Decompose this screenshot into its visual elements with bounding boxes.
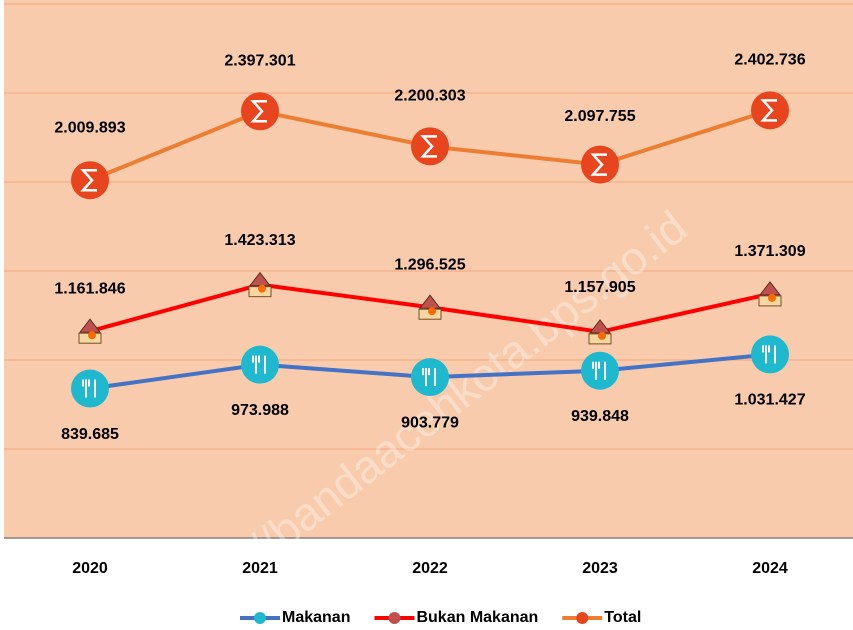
- data-label: 2.097.755: [564, 108, 635, 125]
- legend-label: Makanan: [282, 609, 350, 626]
- icon: [71, 161, 109, 200]
- icon: [598, 331, 606, 340]
- marker: [581, 351, 619, 390]
- marker: [78, 318, 102, 344]
- marker: [418, 294, 442, 320]
- data-label: 973.988: [231, 402, 289, 419]
- data-label: 1.423.313: [224, 232, 295, 249]
- icon: [71, 369, 109, 408]
- icon: [420, 135, 437, 158]
- icon: [250, 100, 267, 123]
- marker: [758, 281, 782, 307]
- data-label: 2.402.736: [734, 52, 805, 69]
- data-label: 1.371.309: [734, 243, 805, 260]
- icon: [422, 368, 436, 387]
- data-label: 839.685: [61, 426, 119, 443]
- data-label: 1.161.846: [54, 280, 125, 297]
- icon: [751, 335, 789, 374]
- x-tick-label: 2022: [412, 560, 448, 577]
- icon: [252, 355, 266, 374]
- data-label: 1.157.905: [564, 279, 635, 296]
- data-label: 1.296.525: [394, 256, 465, 273]
- icon: [590, 153, 607, 176]
- icon: [768, 293, 776, 302]
- marker: [248, 271, 272, 298]
- icon: [760, 99, 777, 122]
- marker: [751, 91, 789, 130]
- icon: [762, 345, 776, 364]
- data-label: 2.200.303: [394, 88, 465, 105]
- marker: [71, 161, 109, 200]
- data-label: 2.009.893: [54, 119, 125, 136]
- legend-marker: [254, 612, 266, 624]
- icon: [241, 92, 279, 131]
- icon: [258, 284, 266, 293]
- icon: [581, 145, 619, 184]
- data-label: 1.031.427: [734, 392, 805, 409]
- x-tick-label: 2024: [752, 560, 788, 577]
- marker: [241, 92, 279, 131]
- data-label: 2.397.301: [224, 52, 295, 69]
- icon: [581, 351, 619, 390]
- legend-label: Total: [604, 609, 641, 626]
- marker: [411, 358, 449, 397]
- marker: [581, 145, 619, 184]
- x-tick-label: 2023: [582, 560, 618, 577]
- marker: [71, 369, 109, 408]
- icon: [411, 127, 449, 166]
- data-label: 903.779: [401, 414, 459, 431]
- icon: [82, 379, 96, 398]
- marker: [751, 335, 789, 374]
- marker: [411, 127, 449, 166]
- legend-label: Bukan Makanan: [416, 609, 538, 626]
- icon: [88, 331, 96, 340]
- marker: [241, 345, 279, 384]
- icon: [592, 361, 606, 380]
- icon: [428, 307, 436, 316]
- plot-background: [4, 0, 853, 538]
- x-tick-label: 2021: [242, 560, 278, 577]
- x-tick-label: 2020: [72, 560, 108, 577]
- legend-marker: [576, 612, 589, 624]
- marker: [588, 319, 612, 345]
- icon: [411, 358, 449, 397]
- legend-marker: [388, 612, 401, 624]
- icon: [751, 91, 789, 130]
- icon: [80, 168, 97, 192]
- icon: [241, 345, 279, 384]
- data-label: 939.848: [571, 408, 629, 425]
